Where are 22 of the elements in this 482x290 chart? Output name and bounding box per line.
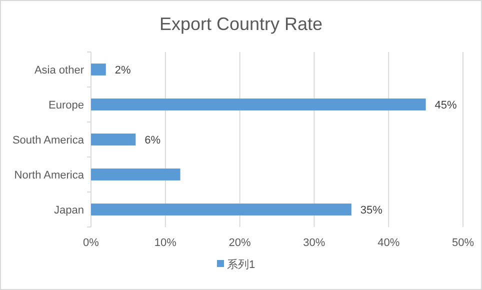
bar	[91, 64, 106, 76]
y-tick-label: Europe	[48, 100, 84, 112]
bar	[91, 204, 352, 216]
legend-label: 系列1	[227, 258, 256, 271]
y-tick-label: North America	[14, 170, 85, 182]
chart-title: Export Country Rate	[159, 14, 323, 34]
y-tick-label: Japan	[54, 204, 84, 216]
bar	[91, 98, 426, 110]
data-label: 2%	[114, 64, 131, 76]
x-tick-label: 50%	[452, 237, 474, 249]
x-tick-label: 10%	[154, 237, 177, 249]
data-label: 6%	[144, 134, 161, 146]
data-label: 35%	[360, 204, 383, 216]
x-tick-label: 0%	[83, 237, 100, 249]
bar	[91, 134, 136, 146]
y-tick-label: Asia other	[34, 64, 84, 76]
x-tick-label: 40%	[378, 237, 400, 249]
data-label: 45%	[434, 100, 458, 112]
y-tick-label: South America	[12, 134, 85, 146]
x-tick-label: 30%	[303, 237, 326, 249]
bar	[91, 168, 180, 180]
x-tick-label: 20%	[228, 237, 252, 249]
